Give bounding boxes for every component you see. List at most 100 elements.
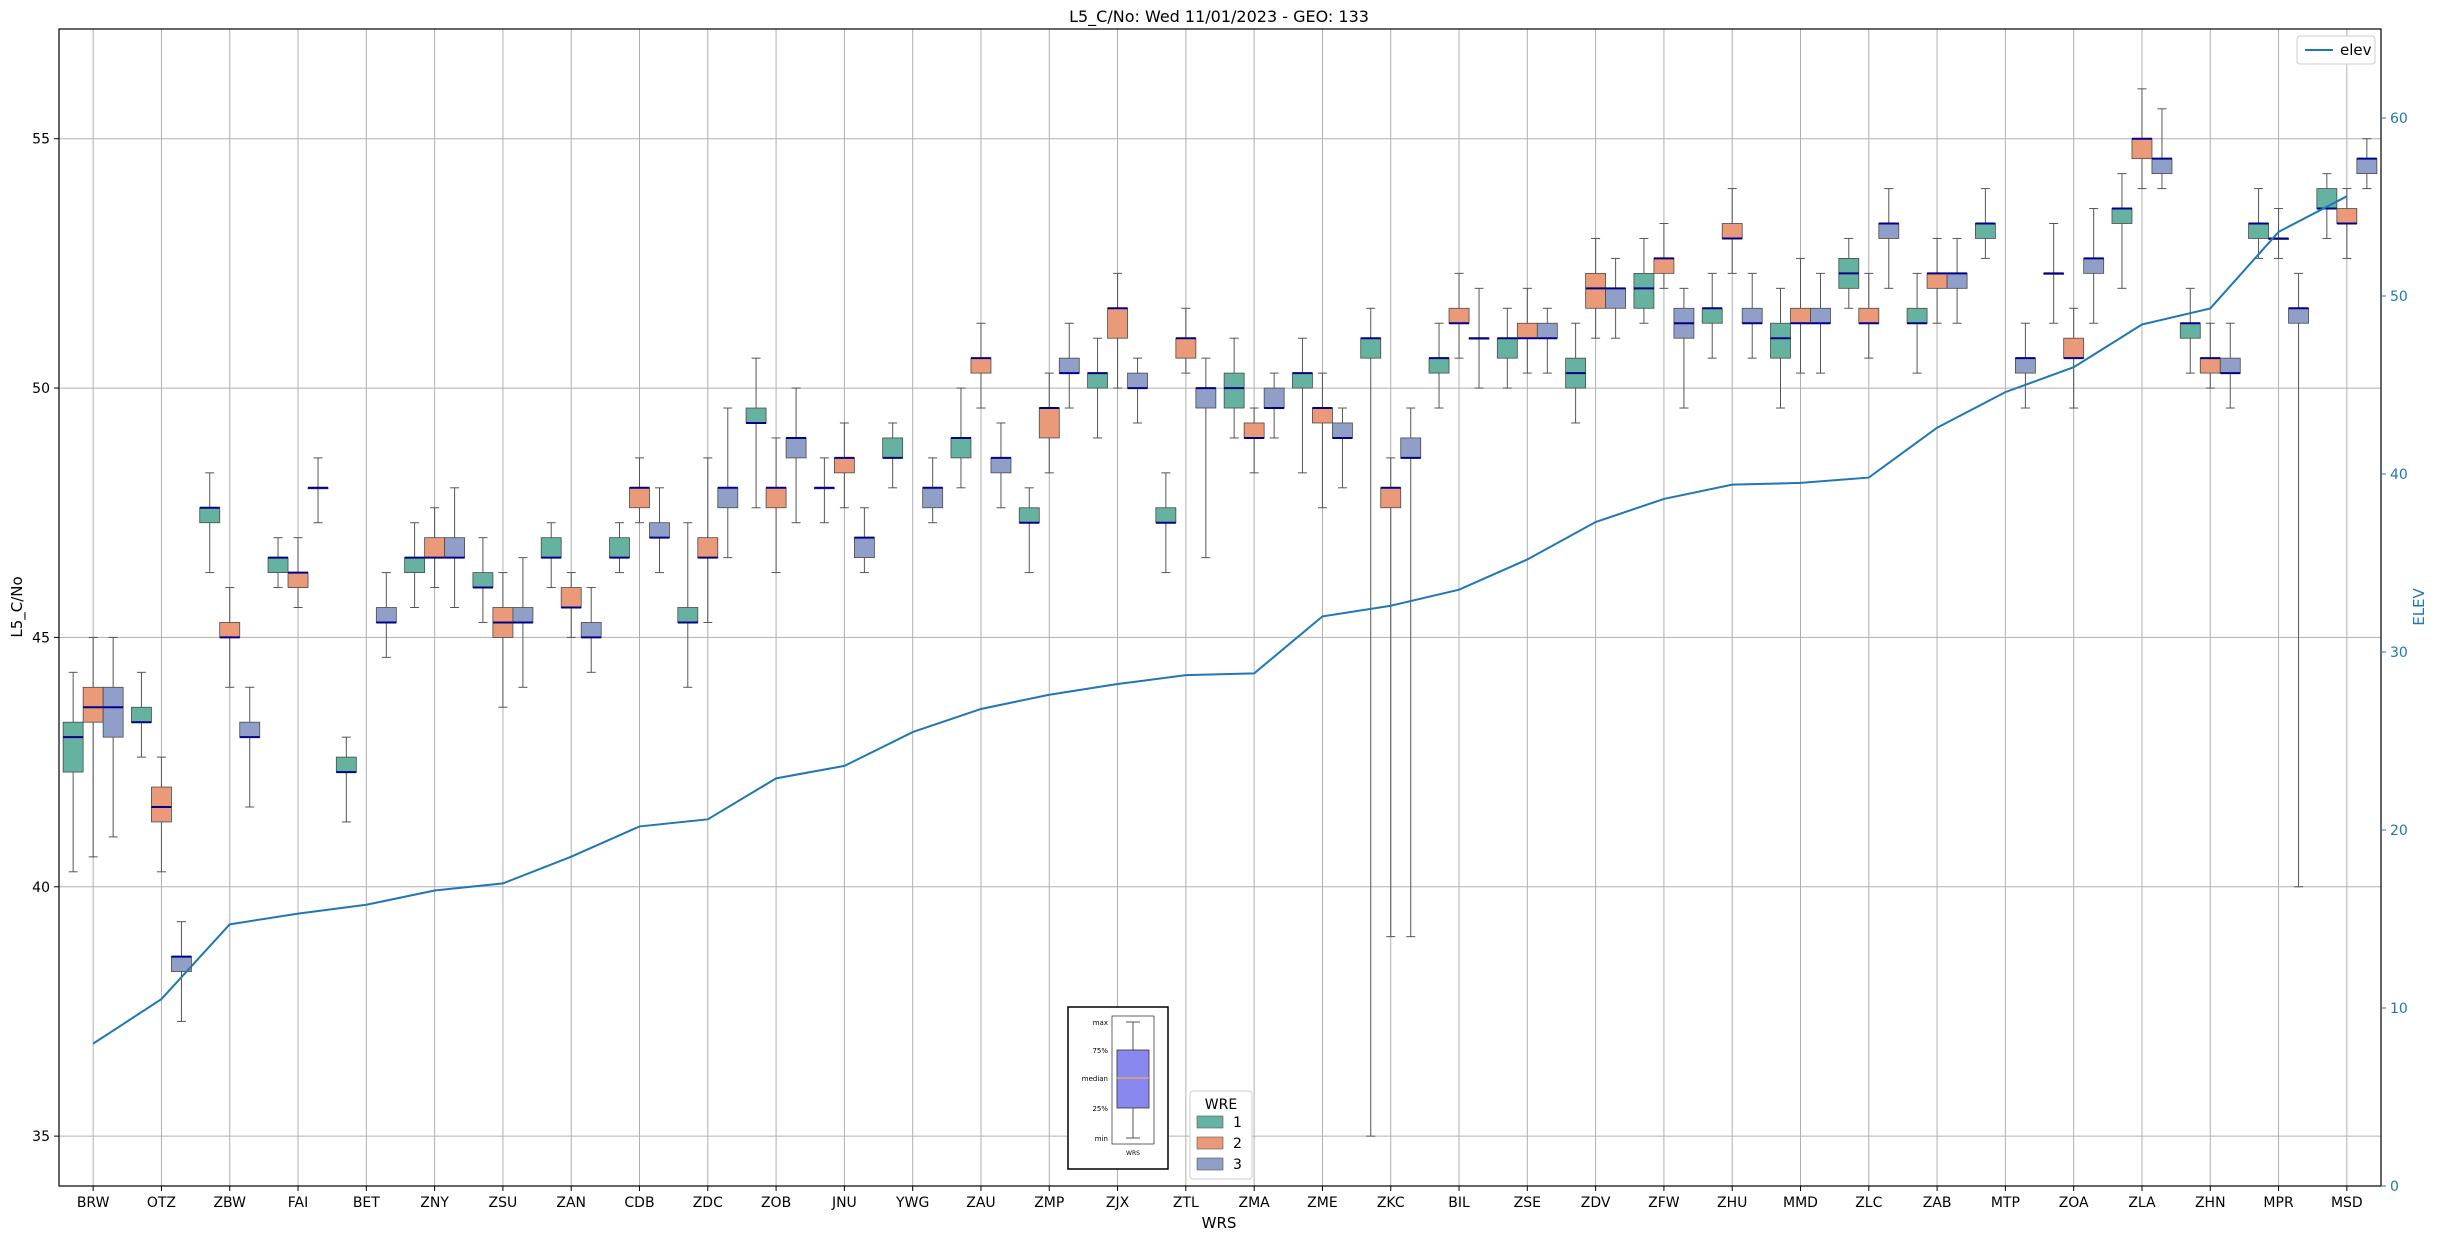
box-iqr [472,572,494,588]
box-ZSU-wre1 [472,537,494,623]
box-iqr [199,507,221,524]
box-key-label-median: median [1082,1075,1108,1083]
y2-axis-label: ELEV [2410,587,2428,625]
box-iqr [2063,337,2085,359]
y2-tick-label: 10 [2390,1001,2408,1017]
elev-line [92,195,2348,1045]
box-ZMA-wre1 [1223,337,1245,439]
box-YWG-wre3 [922,457,944,524]
box-ZAN-wre1 [540,522,562,589]
box-iqr [1770,322,1791,359]
box-iqr [1496,337,1518,359]
box-iqr [697,537,719,559]
box-iqr [1701,307,1723,324]
box-iqr [765,487,787,509]
x-tick-label: CDB [624,1195,654,1211]
x-tick-label: ZMP [1034,1195,1064,1211]
box-ZSE-wre1 [1496,307,1518,389]
x-tick-label: ZJX [1106,1195,1130,1211]
box-MPR-wre1 [2248,188,2269,259]
box-iqr [1195,387,1217,409]
box-ZHN-wre2 [2199,322,2221,389]
box-iqr [2111,208,2133,224]
box-ZJX-wre1 [1087,337,1108,439]
grid-lines [59,29,2381,1186]
box-ZJX-wre3 [1127,357,1148,424]
box-iqr [1312,407,1333,424]
box-iqr [1585,272,1607,309]
box-BRW-wre3 [102,636,124,838]
box-key-inner-frame [1111,1015,1155,1145]
wre-legend-frame [1189,1090,1253,1180]
box-iqr [131,706,152,723]
box-ZDC-wre3 [717,407,739,559]
box-BRW-wre1 [62,671,84,873]
box-ZSU-wre3 [512,557,534,688]
box-ZMP-wre1 [1018,487,1040,574]
elev-series [92,195,2348,1045]
box-ZMP-wre3 [1058,322,1080,409]
box-iqr [1974,223,1996,239]
box-iqr [540,537,562,559]
x-tick-label: ZFW [1648,1195,1680,1211]
wre-legend: WRE 1 2 3 [1189,1090,1253,1180]
box-ZDC-wre2 [697,457,719,623]
x-tick-label: MSD [2331,1195,2363,1211]
box-ZME-wre1 [1292,337,1313,474]
box-iqr [1360,337,1382,359]
y2-tick-label: 50 [2390,289,2408,305]
box-iqr [2151,158,2173,175]
chart-title: L5_C/No: Wed 11/01/2023 - GEO: 133 [1069,7,1369,27]
x-tick-label: ZBW [213,1195,246,1211]
box-BIL-wre2 [1448,272,1470,359]
box-key-label-q3: 75% [1092,1047,1108,1055]
box-iqr [512,607,534,623]
box-iqr [404,557,426,573]
box-BIL-wre3 [1468,287,1490,389]
box-ZLC-wre1 [1838,237,1860,309]
box-iqr [1790,307,1811,324]
box-ZAU-wre2 [970,322,992,409]
box-iqr [62,721,84,773]
box-FAI-wre2 [287,537,309,608]
box-key-xlabel: WRS [1126,1150,1140,1157]
box-iqr [1516,322,1538,339]
box-iqr [1428,357,1450,374]
box-key-box [1116,1049,1150,1109]
box-iqr [1448,307,1470,324]
box-ZAU-wre3 [990,422,1012,509]
box-ZDV-wre2 [1585,237,1607,339]
y-tick-label: 50 [32,381,50,397]
box-MSD-wre2 [2336,188,2358,259]
box-iqr [580,622,602,638]
box-ZOA-wre2 [2063,307,2085,409]
box-ZAU-wre1 [950,387,972,489]
x-tick-label: ZOA [2059,1195,2089,1211]
x-tick-label: YWG [895,1195,929,1211]
box-iqr [2014,357,2036,374]
box-iqr [1400,437,1422,459]
box-iqr [1653,258,1675,274]
box-iqr [1292,372,1313,389]
y-tick-label: 55 [32,132,50,148]
y-axis-label: L5_C/No [8,576,27,637]
box-iqr [833,457,855,474]
x-tick-label: OTZ [147,1195,176,1211]
wre-legend-label-3: 3 [1233,1157,1242,1173]
y2-tick-label: 40 [2390,467,2408,483]
x-axis: BRW OTZ ZBW FAI BET ZNY ZSU ZAN CDB ZDC ZOB JNU YWG Z… [77,1186,2363,1211]
box-ZLC-wre2 [1858,272,1880,359]
box-ZTL-wre2 [1175,307,1197,374]
box-ZLA-wre3 [2151,108,2173,190]
box-CDB-wre3 [649,487,670,574]
box-JNU-wre3 [853,507,875,574]
box-ZDV-wre3 [1605,257,1627,339]
box-iqr [853,537,875,559]
box-iqr [629,487,650,509]
y2-tick-label: 20 [2390,823,2408,839]
box-BET-wre1 [335,736,357,823]
box-iqr [990,457,1012,474]
x-tick-label: MMD [1783,1195,1818,1211]
box-ZKC-wre1 [1360,307,1382,1137]
